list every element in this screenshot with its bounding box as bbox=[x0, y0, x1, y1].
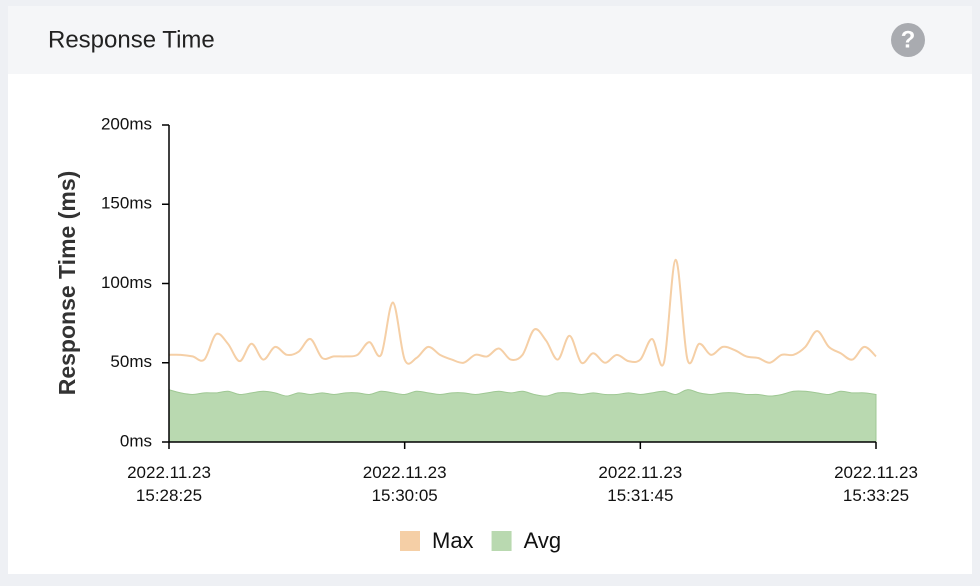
x-tick-line: 15:28:25 bbox=[136, 486, 202, 505]
x-tick-label: 2022.11.23 15:33:25 bbox=[834, 463, 918, 505]
x-tick-label: 2022.11.23 15:30:05 bbox=[363, 463, 447, 505]
legend-swatch bbox=[491, 531, 512, 551]
y-axis-label: Response Time (ms) bbox=[54, 171, 80, 396]
help-icon[interactable]: ? bbox=[891, 23, 925, 57]
legend-label: Avg bbox=[524, 528, 562, 553]
x-tick-line: 2022.11.23 bbox=[598, 463, 682, 482]
y-tick-label: 200ms bbox=[101, 114, 152, 133]
x-tick-line: 2022.11.23 bbox=[363, 463, 447, 482]
line bbox=[168, 258, 877, 367]
x-tick-line: 15:30:05 bbox=[372, 486, 438, 505]
x-tick-line: 2022.11.23 bbox=[834, 463, 918, 482]
legend-swatch bbox=[400, 531, 420, 551]
x-tick-line: 15:31:45 bbox=[607, 486, 673, 505]
x-tick-line: 15:33:25 bbox=[843, 486, 909, 505]
legend-label: Max bbox=[432, 528, 474, 553]
x-tick-label: 2022.11.23 15:31:45 bbox=[598, 463, 682, 505]
y-tick-label: 0ms bbox=[120, 431, 152, 450]
x-tick-label: 2022.11.23 15:28:25 bbox=[127, 463, 211, 505]
y-tick-label: 100ms bbox=[101, 273, 152, 292]
area bbox=[168, 389, 877, 443]
y-tick-label: 50ms bbox=[110, 352, 152, 371]
panel-title: Response Time bbox=[48, 26, 215, 53]
y-tick-label: 150ms bbox=[101, 194, 152, 213]
card-header bbox=[8, 6, 972, 74]
x-tick-line: 2022.11.23 bbox=[127, 463, 211, 482]
svg-text:?: ? bbox=[901, 26, 916, 53]
